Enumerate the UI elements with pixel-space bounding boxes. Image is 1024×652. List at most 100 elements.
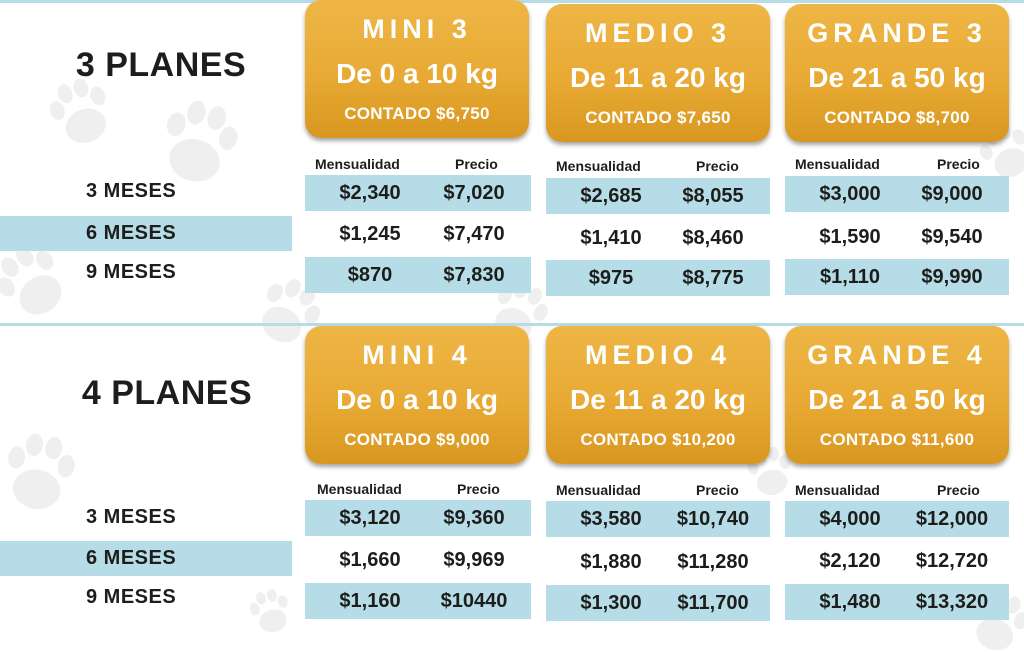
- column-headers: Mensualidad Precio: [783, 156, 1013, 176]
- header-monthly: Mensualidad: [795, 482, 880, 498]
- header-monthly: Mensualidad: [556, 158, 641, 174]
- table-row: $1,300 $11,700: [546, 585, 770, 621]
- row-label-9-months: 9 MESES: [86, 586, 177, 608]
- row-label-3-months: 3 MESES: [86, 180, 177, 202]
- column-headers: Mensualidad Precio: [305, 481, 535, 501]
- table-row: $975 $8,775: [546, 260, 770, 296]
- plan-cash-price: CONTADO $6,750: [344, 104, 490, 123]
- plan-name: GRANDE 3: [807, 18, 987, 48]
- table-row: $1,160 $10440: [305, 583, 531, 619]
- price-value: $9,969: [443, 549, 505, 571]
- table-row: $1,660 $9,969: [305, 542, 531, 578]
- column-headers: Mensualidad Precio: [303, 156, 533, 176]
- price-value: $7,020: [443, 182, 505, 204]
- plan-card-mini-3: MINI 3 De 0 a 10 kg CONTADO $6,750: [305, 0, 529, 138]
- row-label-9-months: 9 MESES: [86, 261, 177, 283]
- price-value: $8,460: [682, 227, 744, 249]
- price-value: $10440: [440, 590, 508, 612]
- price-value: $8,055: [682, 185, 744, 207]
- price-value: $10,740: [676, 508, 750, 530]
- price-value: $11,280: [677, 551, 749, 573]
- monthly-value: $2,120: [819, 550, 881, 572]
- table-row: $3,580 $10,740: [546, 501, 770, 537]
- plan-weight-range: De 21 a 50 kg: [808, 62, 986, 93]
- section-title: 3 PLANES: [75, 46, 247, 84]
- plans-section-3: 3 PLANES 3 MESES 6 MESES 9 MESES MINI 3 …: [0, 0, 1013, 296]
- price-value: $8,775: [682, 267, 744, 289]
- header-monthly: Mensualidad: [315, 156, 400, 172]
- table-row: $4,000 $12,000: [785, 501, 1009, 537]
- monthly-value: $1,110: [819, 266, 881, 288]
- plan-name: GRANDE 4: [807, 340, 987, 370]
- plans-section-4: 4 PLANES 3 MESES 6 MESES 9 MESES MINI 4 …: [0, 324, 1024, 650]
- price-value: $9,360: [443, 507, 505, 529]
- plan-name: MEDIO 3: [584, 18, 732, 48]
- monthly-value: $1,160: [339, 590, 401, 612]
- monthly-value: $1,300: [580, 592, 642, 614]
- column-headers: Mensualidad Precio: [544, 482, 774, 502]
- price-value: $12,000: [915, 508, 989, 530]
- table-row: $2,120 $12,720: [785, 543, 1009, 579]
- plan-weight-range: De 21 a 50 kg: [808, 384, 986, 415]
- plan-weight-range: De 11 a 20 kg: [570, 384, 746, 415]
- monthly-value: $1,480: [819, 591, 881, 613]
- row-label-6-months: 6 MESES: [0, 541, 292, 576]
- table-row: $1,480 $13,320: [785, 584, 1009, 620]
- plan-cash-price: CONTADO $10,200: [580, 430, 736, 449]
- plan-card-grande-3: GRANDE 3 De 21 a 50 kg CONTADO $8,700: [785, 4, 1009, 142]
- header-monthly: Mensualidad: [317, 481, 402, 497]
- table-row: $3,120 $9,360: [305, 500, 531, 536]
- monthly-value: $4,000: [819, 508, 881, 530]
- section-title: 4 PLANES: [81, 374, 253, 412]
- monthly-value: $3,580: [580, 508, 642, 530]
- header-price: Precio: [696, 482, 739, 498]
- monthly-value: $1,590: [819, 226, 881, 248]
- monthly-value: $1,410: [580, 227, 642, 249]
- monthly-value: $1,880: [580, 551, 642, 573]
- plan-card-grande-4: GRANDE 4 De 21 a 50 kg CONTADO $11,600: [785, 326, 1009, 464]
- column-headers: Mensualidad Precio: [544, 158, 774, 178]
- price-value: $9,540: [921, 226, 983, 248]
- plan-card-medio-3: MEDIO 3 De 11 a 20 kg CONTADO $7,650: [546, 4, 770, 142]
- plan-name: MINI 3: [362, 14, 472, 44]
- monthly-value: $3,120: [339, 507, 401, 529]
- column-headers: Mensualidad Precio: [783, 482, 1013, 502]
- price-value: $9,000: [921, 183, 983, 205]
- row-label-6-months: 6 MESES: [0, 216, 292, 251]
- monthly-value: $1,660: [339, 549, 401, 571]
- plan-cash-price: CONTADO $11,600: [819, 430, 975, 449]
- header-price: Precio: [696, 158, 739, 174]
- plan-cash-price: CONTADO $8,700: [824, 108, 970, 127]
- monthly-value: $1,245: [339, 223, 401, 245]
- section-divider: [0, 323, 1024, 326]
- table-row: $1,880 $11,280: [546, 544, 770, 580]
- plan-cash-price: CONTADO $7,650: [585, 108, 731, 127]
- plan-weight-range: De 0 a 10 kg: [336, 384, 498, 415]
- plan-weight-range: De 11 a 20 kg: [570, 62, 746, 93]
- table-row: $1,110 $9,990: [785, 259, 1009, 295]
- price-value: $13,320: [915, 591, 989, 613]
- plan-card-mini-4: MINI 4 De 0 a 10 kg CONTADO $9,000: [305, 326, 529, 464]
- header-price: Precio: [457, 481, 500, 497]
- plan-weight-range: De 0 a 10 kg: [336, 58, 498, 89]
- plan-cash-price: CONTADO $9,000: [344, 430, 490, 449]
- price-value: $7,470: [443, 223, 505, 245]
- table-row: $1,245 $7,470: [305, 216, 531, 252]
- header-monthly: Mensualidad: [795, 156, 880, 172]
- table-row: $2,685 $8,055: [546, 178, 770, 214]
- table-row: $870 $7,830: [305, 257, 531, 293]
- monthly-value: $3,000: [819, 183, 881, 205]
- header-monthly: Mensualidad: [556, 482, 641, 498]
- monthly-value: $975: [588, 267, 634, 289]
- price-value: $9,990: [921, 266, 983, 288]
- table-row: $1,590 $9,540: [785, 219, 1009, 255]
- header-price: Precio: [455, 156, 498, 172]
- plan-name: MINI 4: [362, 340, 472, 370]
- table-row: $2,340 $7,020: [305, 175, 531, 211]
- monthly-value: $2,685: [580, 185, 642, 207]
- plan-card-medio-4: MEDIO 4 De 11 a 20 kg CONTADO $10,200: [546, 326, 770, 464]
- monthly-value: $2,340: [339, 182, 401, 204]
- row-label-3-months: 3 MESES: [86, 506, 177, 528]
- header-price: Precio: [937, 156, 980, 172]
- table-row: $1,410 $8,460: [546, 220, 770, 256]
